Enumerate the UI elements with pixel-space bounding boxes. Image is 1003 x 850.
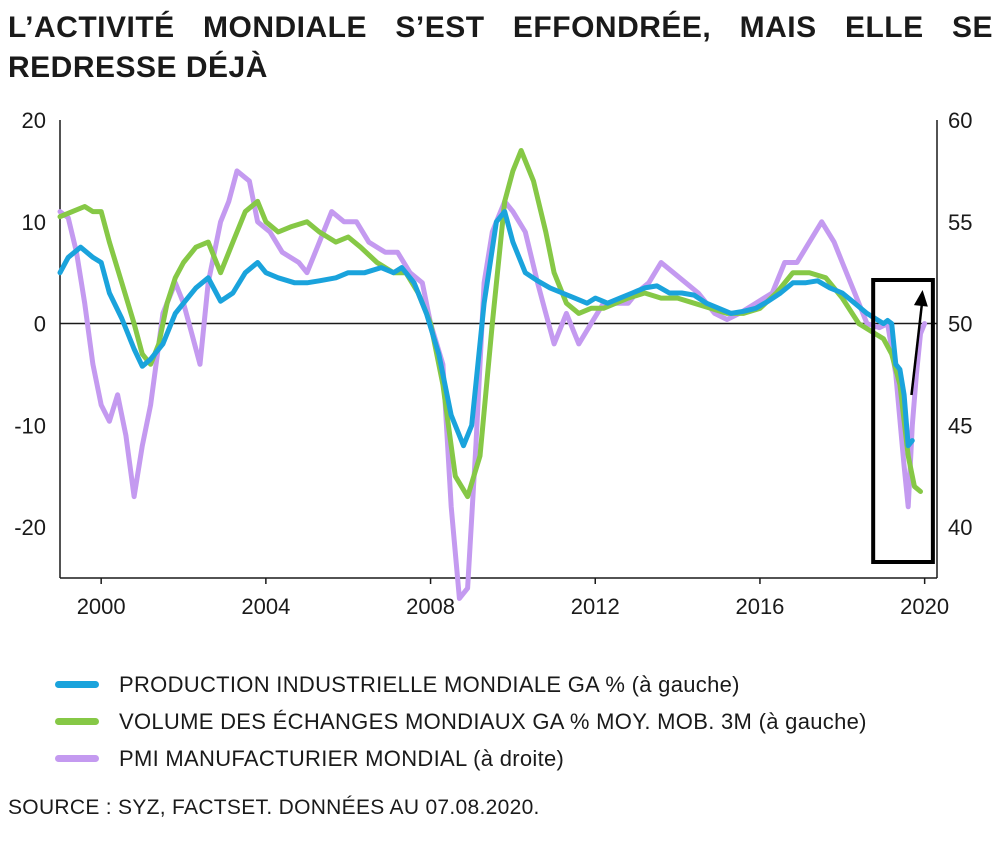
rebound-arrow <box>910 297 924 396</box>
chart: 2000 2004 2008 2012 2016 202020100-10-2060555… <box>14 108 972 619</box>
x-tick-label: 2008 <box>406 594 455 619</box>
series-line-trade <box>57 148 923 500</box>
y-left-tick-label: -10 <box>14 413 46 438</box>
y-left-tick-label: 0 <box>34 312 46 337</box>
y-left-tick-label: 20 <box>22 108 46 133</box>
legend-item-trade: VOLUME DES ÉCHANGES MONDIAUX GA % MOY. M… <box>55 703 867 740</box>
legend-label-production: PRODUCTION INDUSTRIELLE MONDIALE GA % (à… <box>119 671 740 697</box>
legend-item-production: PRODUCTION INDUSTRIELLE MONDIALE GA % (à… <box>55 666 867 703</box>
rebound-arrow-head <box>913 290 928 307</box>
highlight-box <box>871 278 935 564</box>
legend-swatch-trade <box>55 718 99 725</box>
x-tick-label: 2004 <box>241 594 290 619</box>
legend-label-trade: VOLUME DES ÉCHANGES MONDIAUX GA % MOY. M… <box>119 708 867 734</box>
legend-label-pmi: PMI MANUFACTURIER MONDIAL (à droite) <box>119 745 565 771</box>
x-tick-label: 2012 <box>571 594 620 619</box>
y-right-tick-label: 55 <box>948 210 972 235</box>
x-tick-label: 2020 <box>900 594 949 619</box>
y-right-tick-label: 45 <box>948 413 972 438</box>
legend: PRODUCTION INDUSTRIELLE MONDIALE GA % (à… <box>55 666 867 777</box>
y-right-tick-label: 50 <box>948 312 972 337</box>
y-left-tick-label: 10 <box>22 210 46 235</box>
source-note: SOURCE : SYZ, FACTSET. DONNÉES AU 07.08.… <box>8 796 540 819</box>
chart-title: L’ACTIVITÉ MONDIALE S’EST EFFONDRÉE, MAI… <box>8 11 993 84</box>
y-right-tick-label: 60 <box>948 108 972 133</box>
legend-item-pmi: PMI MANUFACTURIER MONDIAL (à droite) <box>55 740 867 777</box>
legend-swatch-production <box>55 681 99 688</box>
series-line-production <box>57 209 915 449</box>
x-tick-label: 2016 <box>735 594 784 619</box>
y-left-tick-label: -20 <box>14 515 46 540</box>
legend-swatch-pmi <box>55 755 99 762</box>
y-right-tick-label: 40 <box>948 515 972 540</box>
x-tick-label: 2000 <box>77 594 126 619</box>
